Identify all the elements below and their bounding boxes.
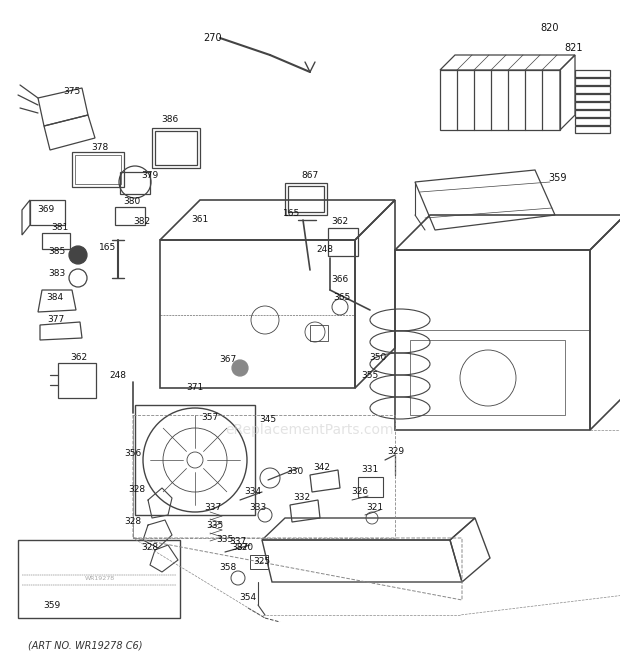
Text: 356: 356 [125, 449, 141, 457]
Text: 375: 375 [63, 87, 81, 97]
Text: 379: 379 [141, 171, 159, 180]
Bar [575, 110, 610, 117]
Text: 321: 321 [366, 504, 384, 512]
Bar [328, 228, 358, 256]
Circle shape [232, 360, 248, 376]
Text: 358: 358 [219, 563, 237, 572]
Text: 359: 359 [549, 173, 567, 183]
Text: 320: 320 [236, 543, 254, 553]
Text: 354: 354 [239, 594, 257, 602]
Text: 366: 366 [331, 276, 348, 284]
Text: 325: 325 [254, 557, 270, 566]
Text: 383: 383 [48, 268, 66, 278]
Text: 367: 367 [219, 356, 237, 364]
Text: 820: 820 [541, 23, 559, 33]
Bar [42, 233, 70, 249]
Text: 332: 332 [293, 494, 311, 502]
Text: eReplacementParts.com: eReplacementParts.com [226, 423, 394, 437]
Bar [72, 152, 124, 187]
Text: 334: 334 [244, 488, 262, 496]
Text: 359: 359 [43, 600, 61, 609]
Text: 345: 345 [259, 416, 277, 424]
Text: 333: 333 [249, 504, 267, 512]
Text: WR19278: WR19278 [85, 576, 115, 580]
Bar [120, 172, 150, 194]
Text: 350: 350 [370, 354, 387, 362]
Text: 335: 335 [216, 535, 234, 545]
Bar [75, 155, 121, 184]
Bar [288, 186, 324, 212]
Text: 248: 248 [110, 371, 126, 379]
Text: 365: 365 [334, 293, 351, 303]
Bar [285, 183, 327, 215]
Bar [410, 340, 565, 415]
Bar [575, 86, 610, 93]
Text: 337: 337 [205, 504, 221, 512]
Text: 355: 355 [361, 371, 379, 379]
Bar [575, 126, 610, 133]
Text: 362: 362 [71, 352, 87, 362]
Text: 382: 382 [133, 217, 151, 227]
Bar [575, 102, 610, 109]
Text: 387: 387 [231, 543, 249, 553]
Bar [115, 207, 145, 225]
Text: 342: 342 [314, 463, 330, 473]
Circle shape [69, 246, 87, 264]
Text: 821: 821 [565, 43, 583, 53]
Text: 371: 371 [187, 383, 203, 393]
Text: 377: 377 [47, 315, 64, 325]
Text: 867: 867 [301, 171, 319, 180]
Bar [152, 128, 200, 168]
Bar [575, 78, 610, 85]
Text: 369: 369 [37, 206, 55, 215]
Text: 328: 328 [141, 543, 159, 553]
Text: 361: 361 [192, 215, 208, 225]
Text: 337: 337 [229, 537, 247, 547]
Text: 381: 381 [51, 223, 69, 233]
Text: 335: 335 [206, 520, 224, 529]
Text: 357: 357 [202, 414, 219, 422]
Text: 331: 331 [361, 465, 379, 475]
Bar [58, 363, 96, 398]
Text: 326: 326 [352, 488, 368, 496]
Text: 380: 380 [123, 198, 141, 206]
Text: 386: 386 [161, 116, 179, 124]
Bar [575, 94, 610, 101]
Text: 165: 165 [99, 243, 117, 253]
Text: 384: 384 [46, 293, 64, 303]
Text: 385: 385 [48, 247, 66, 256]
Text: 362: 362 [332, 217, 348, 227]
Bar [575, 70, 610, 77]
Text: 328: 328 [125, 518, 141, 527]
Text: 328: 328 [128, 485, 146, 494]
Text: (ART NO. WR19278 C6): (ART NO. WR19278 C6) [28, 640, 143, 650]
Text: 378: 378 [91, 143, 108, 153]
Text: 248: 248 [316, 245, 334, 254]
Text: 330: 330 [286, 467, 304, 477]
Bar [575, 118, 610, 125]
Bar [155, 131, 197, 165]
Bar [310, 325, 328, 341]
Text: 329: 329 [388, 447, 405, 457]
Bar [250, 555, 268, 569]
Text: 270: 270 [204, 33, 223, 43]
Text: 165: 165 [283, 208, 301, 217]
Bar [358, 477, 383, 497]
